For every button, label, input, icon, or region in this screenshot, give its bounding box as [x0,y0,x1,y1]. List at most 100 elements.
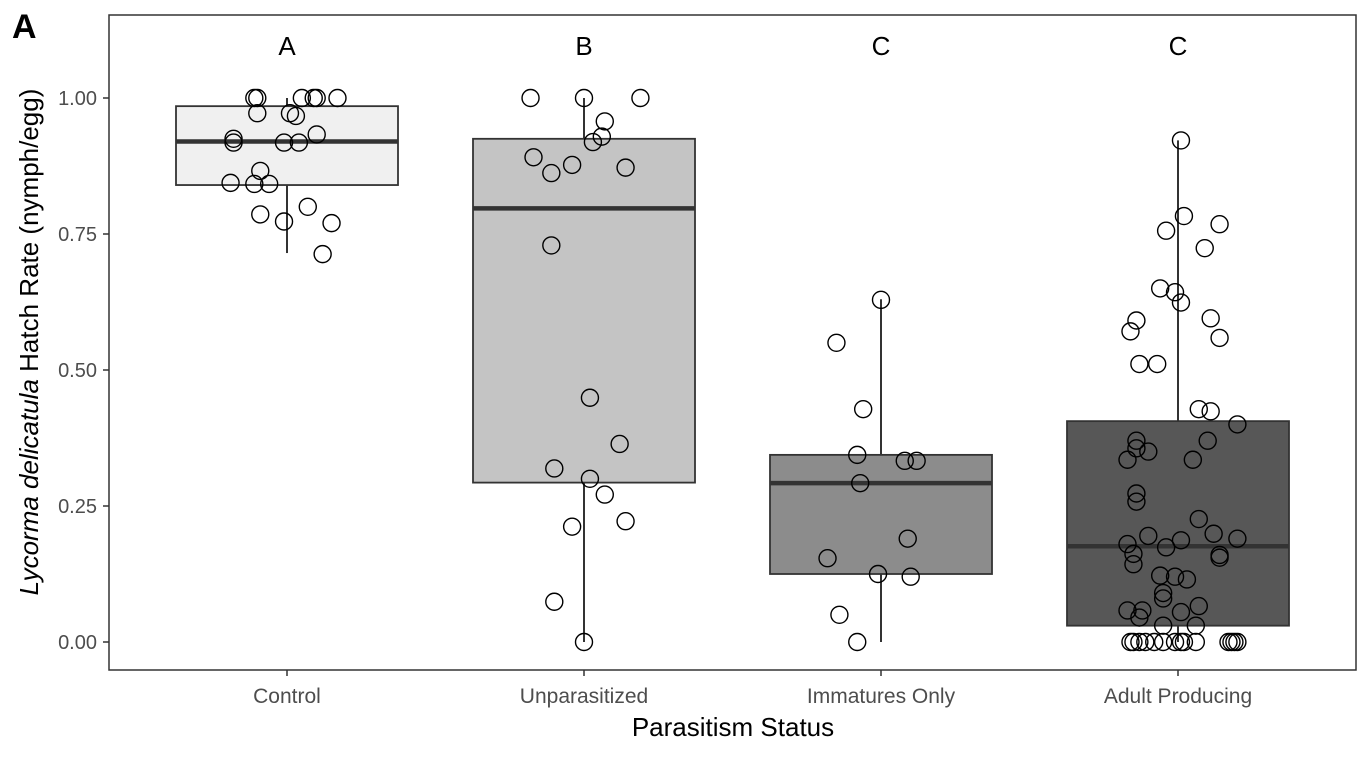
data-point [1189,399,1208,419]
data-point [1186,632,1206,652]
data-point [1153,632,1173,652]
y-axis-title-rest: Hatch Rate (nymph/egg) [14,89,44,379]
data-point [224,129,243,149]
data-point [1124,555,1143,574]
data-point [895,451,914,471]
data-point [1124,632,1143,652]
x-tick-label: Adult Producing [1104,685,1252,708]
data-point [1204,524,1223,543]
data-point [583,132,603,152]
box-group-unparasitized [472,88,696,652]
data-point [1201,402,1220,421]
data-point [1156,221,1176,240]
data-point [298,197,317,217]
data-point [1183,450,1203,469]
x-tick-label: Unparasitized [520,685,648,708]
data-point [1118,450,1137,469]
data-point [595,485,614,504]
data-point [1201,309,1220,328]
data-point [292,88,312,108]
data-point [1121,322,1140,341]
data-point [1150,566,1170,585]
data-point [907,451,926,471]
data-point [1171,293,1191,312]
data-point [1136,632,1155,652]
box-group-control [175,88,399,264]
data-point [1171,131,1191,150]
significance-letter: C [1169,31,1188,61]
data-point [610,434,629,454]
data-point [224,133,243,152]
data-point [1165,632,1185,652]
data-point [898,529,917,548]
data-point [1153,589,1173,608]
plot-area: 0.00 0.25 0.50 0.75 1.00 A Control B Unparasitiz… [58,14,1357,708]
plot-panel-border [108,14,1357,671]
data-point [248,88,267,108]
data-point [1171,602,1191,622]
y-tick-label: 0.00 [58,632,97,654]
data-point [562,517,582,536]
data-point [274,212,294,231]
y-tick-label: 0.25 [58,496,97,518]
data-point [274,133,294,152]
data-point [251,161,270,181]
data-point [259,174,279,194]
data-point [1127,311,1146,330]
y-tick-label: 0.50 [58,360,97,382]
data-point [542,163,561,183]
data-point [595,112,614,131]
data-point [307,125,326,144]
data-point [1195,238,1214,258]
box-group-adult-producing [1066,131,1290,652]
data-point [1228,529,1247,548]
data-point [251,205,270,224]
data-point [1171,531,1191,550]
data-point [524,148,543,167]
data-point [616,512,635,531]
box [1066,420,1290,627]
data-point [851,473,870,493]
data-point [1130,632,1149,652]
data-point [1210,548,1229,567]
data-point [1127,484,1146,503]
data-point [1174,632,1194,652]
data-point [1156,538,1176,557]
data-point [574,88,594,108]
significance-letter: C [872,31,891,61]
data-point [868,564,888,584]
data-point [313,244,332,264]
data-point [1139,442,1158,461]
x-tick-label: Immatures Only [807,685,956,708]
data-point [248,104,267,123]
data-point [1210,328,1229,348]
box [472,137,696,484]
y-tick-label: 0.75 [58,224,97,246]
data-point [1148,354,1167,374]
data-point [1139,526,1158,546]
data-point [328,88,347,108]
data-point [1130,354,1149,374]
panel-label: A [12,8,37,46]
data-point [1174,206,1194,226]
data-point [901,567,920,586]
data-point [848,632,867,652]
box-group-immatures-only [769,290,993,652]
data-point [574,632,594,652]
data-point [322,213,341,233]
data-point [848,445,867,465]
y-axis-title-italic: Lycorma delicatula [14,379,44,595]
data-point [1228,415,1247,434]
data-point [562,155,582,175]
data-point [1210,215,1229,234]
data-point [827,333,846,352]
data-point [1198,431,1217,450]
data-point [580,388,600,407]
data-point [289,133,309,152]
data-point [1177,570,1197,589]
data-point [616,158,635,177]
data-point [818,549,837,568]
data-point [1124,544,1143,564]
data-point [1189,596,1208,616]
y-tick-label: 1.00 [58,88,97,110]
